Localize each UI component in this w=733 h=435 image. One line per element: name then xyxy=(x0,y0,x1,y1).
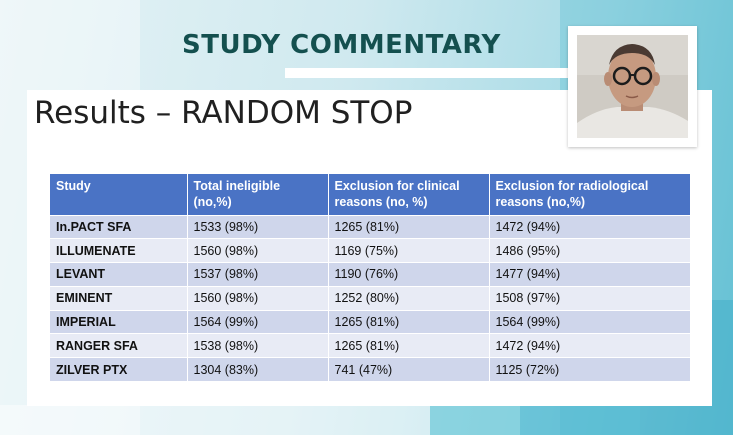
table-cell: 1538 (98%) xyxy=(187,333,329,358)
table-cell: 1477 (94%) xyxy=(489,262,690,287)
table-cell: 1560 (98%) xyxy=(187,285,329,311)
table-cell: 1564 (99%) xyxy=(187,309,329,334)
table-header-row: Study Total ineligible (no,%) Exclusion … xyxy=(50,174,690,215)
table-cell: 1190 (76%) xyxy=(328,262,490,287)
study-name-cell: ILLUMENATE xyxy=(50,238,188,263)
presenter-webcam-icon xyxy=(577,35,688,138)
table-row: IMPERIAL 1564 (99%) 1265 (81%) 1564 (99%… xyxy=(50,309,690,334)
background-stripe xyxy=(430,405,520,435)
column-header-total-ineligible: Total ineligible (no,%) xyxy=(187,174,329,215)
table-cell: 1252 (80%) xyxy=(328,285,490,311)
study-name-cell: RANGER SFA xyxy=(50,333,188,358)
table-cell: 1486 (95%) xyxy=(489,238,690,263)
table-cell: 1537 (98%) xyxy=(187,262,329,287)
background-stripe xyxy=(0,405,430,435)
table-row: EMINENT 1560 (98%) 1252 (80%) 1508 (97%) xyxy=(50,285,690,311)
table-row: ZILVER PTX 1304 (83%) 741 (47%) 1125 (72… xyxy=(50,357,690,382)
header-title: STUDY COMMENTARY xyxy=(182,30,501,60)
table-cell: 1564 (99%) xyxy=(489,309,690,334)
background-stripe xyxy=(520,405,640,435)
slide-title: Results – RANDOM STOP xyxy=(34,95,413,131)
study-name-cell: IMPERIAL xyxy=(50,309,188,334)
study-name-cell: LEVANT xyxy=(50,262,188,287)
table-cell: 1508 (97%) xyxy=(489,285,690,311)
column-header-study: Study xyxy=(50,174,188,215)
results-table: Study Total ineligible (no,%) Exclusion … xyxy=(50,174,690,382)
table-row: RANGER SFA 1538 (98%) 1265 (81%) 1472 (9… xyxy=(50,333,690,358)
table-row: LEVANT 1537 (98%) 1190 (76%) 1477 (94%) xyxy=(50,262,690,287)
table-row: In.PACT SFA 1533 (98%) 1265 (81%) 1472 (… xyxy=(50,214,690,239)
table-cell: 1169 (75%) xyxy=(328,238,490,263)
table-cell: 1125 (72%) xyxy=(489,357,690,382)
table-cell: 1533 (98%) xyxy=(187,214,329,239)
table-cell: 1265 (81%) xyxy=(328,309,490,334)
column-header-radiological-exclusion: Exclusion for radiological reasons (no,%… xyxy=(489,174,690,215)
table-row: ILLUMENATE 1560 (98%) 1169 (75%) 1486 (9… xyxy=(50,238,690,263)
table-cell: 1472 (94%) xyxy=(489,333,690,358)
header-underline xyxy=(285,68,580,78)
table-cell: 1265 (81%) xyxy=(328,214,490,239)
table-cell: 1560 (98%) xyxy=(187,238,329,263)
study-name-cell: ZILVER PTX xyxy=(50,357,188,382)
study-name-cell: In.PACT SFA xyxy=(50,214,188,239)
table-cell: 1472 (94%) xyxy=(489,214,690,239)
study-name-cell: EMINENT xyxy=(50,285,188,311)
table-cell: 1265 (81%) xyxy=(328,333,490,358)
table-cell: 1304 (83%) xyxy=(187,357,329,382)
column-header-clinical-exclusion: Exclusion for clinical reasons (no, %) xyxy=(328,174,490,215)
presenter-webcam xyxy=(568,26,697,147)
table-cell: 741 (47%) xyxy=(328,357,490,382)
